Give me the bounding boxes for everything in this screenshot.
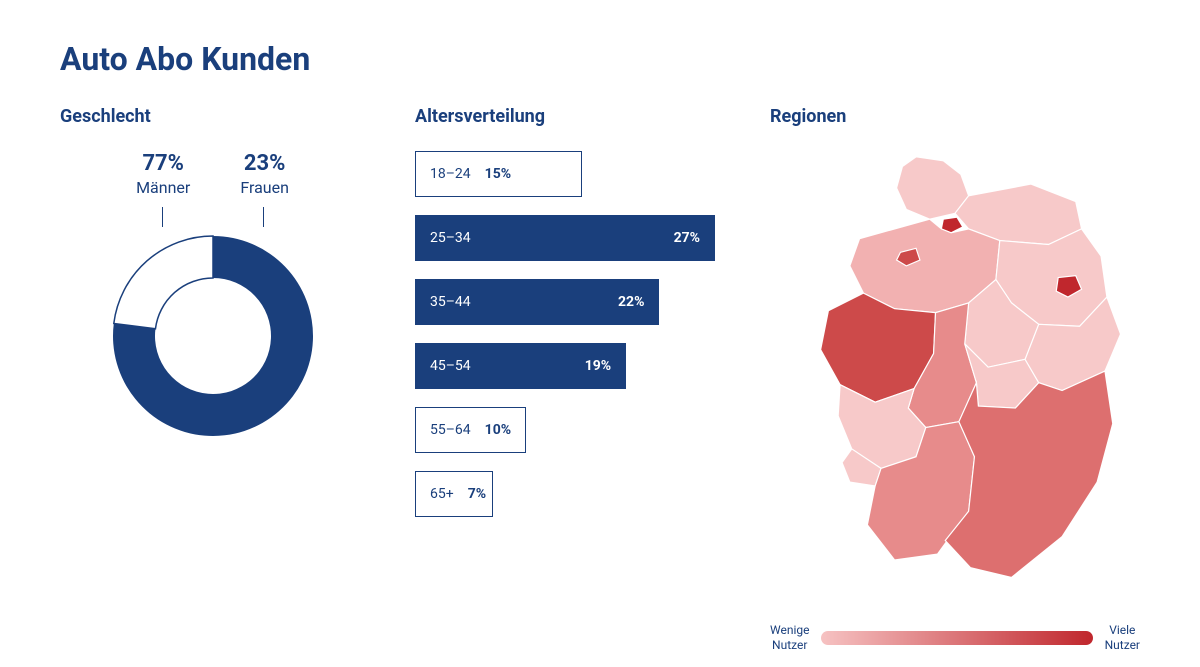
germany-map <box>770 151 1140 609</box>
page-title: Auto Abo Kunden <box>60 40 1140 78</box>
age-bar: 45–54 19% <box>415 343 626 389</box>
age-pct: 19% <box>585 358 611 374</box>
age-range: 45–54 <box>430 358 471 374</box>
regions-column: Regionen WenigeNutzer VieleNutzer <box>770 106 1140 654</box>
age-pct: 7% <box>468 486 486 502</box>
gender-column: Geschlecht 77% Männer 23% Frauen <box>60 106 365 654</box>
age-range: 65+ <box>430 486 454 502</box>
age-range: 35–44 <box>430 294 471 310</box>
regions-title: Regionen <box>770 106 846 127</box>
gender-title: Geschlecht <box>60 106 365 127</box>
age-bar: 35–44 22% <box>415 279 659 325</box>
legend-high: VieleNutzer <box>1105 623 1140 654</box>
age-bar: 55–64 10% <box>415 407 526 453</box>
map-legend: WenigeNutzer VieleNutzer <box>770 623 1140 654</box>
age-range: 55–64 <box>430 422 471 438</box>
columns: Geschlecht 77% Männer 23% Frauen Altersv… <box>60 106 1140 654</box>
age-bar: 18–24 15% <box>415 151 582 197</box>
age-pct: 27% <box>674 230 700 246</box>
donut-svg <box>108 231 318 441</box>
connector-line <box>162 207 163 227</box>
age-range: 25–34 <box>430 230 471 246</box>
age-bar: 25–34 27% <box>415 215 715 261</box>
age-bars: 18–24 15% 25–34 27% 35–44 22% 45–54 19% 55–64 10%… <box>415 151 720 517</box>
age-pct: 10% <box>485 422 511 438</box>
donut-label-female: 23% Frauen <box>240 151 289 197</box>
age-title: Altersverteilung <box>415 106 720 127</box>
legend-low: WenigeNutzer <box>770 623 809 654</box>
legend-gradient <box>821 631 1092 645</box>
connector-line <box>263 207 264 227</box>
donut-label-male: 77% Männer <box>136 151 190 197</box>
donut-chart: 77% Männer 23% Frauen <box>60 151 365 441</box>
age-pct: 15% <box>485 166 511 182</box>
age-bar: 65+ 7% <box>415 471 493 517</box>
age-range: 18–24 <box>430 166 471 182</box>
age-column: Altersverteilung 18–24 15% 25–34 27% 35–44 22… <box>415 106 720 654</box>
age-pct: 22% <box>618 294 644 310</box>
donut-slice <box>113 236 212 329</box>
